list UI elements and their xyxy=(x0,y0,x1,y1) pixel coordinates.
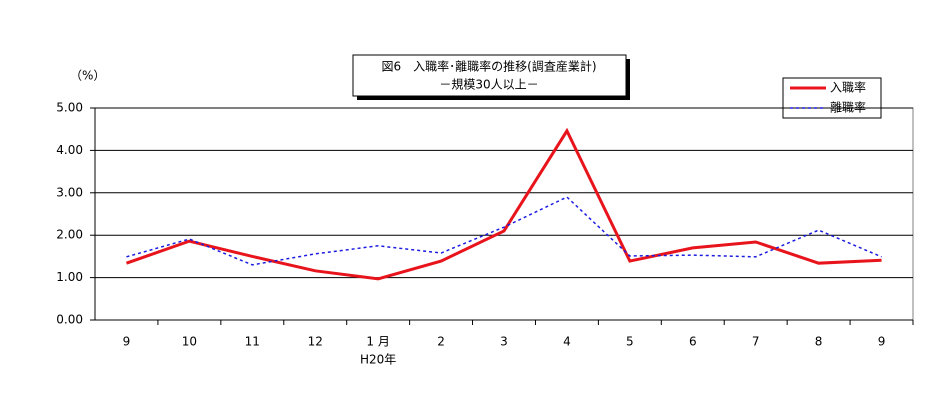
x-tick-label: 9 xyxy=(123,335,131,349)
x-tick-label: 5 xyxy=(626,335,634,349)
chart-subtitle: －規模30人以上－ xyxy=(439,77,538,92)
chart-title: 図6 入職率･離職率の推移(調査産業計) xyxy=(382,59,597,74)
x-tick-label: 6 xyxy=(689,335,697,349)
y-tick-label: 4.00 xyxy=(56,143,83,157)
x-tick-label: 12 xyxy=(308,335,323,349)
x-tick-label: 3 xyxy=(500,335,508,349)
x-tick-label: 7 xyxy=(752,335,760,349)
legend-label: 離職率 xyxy=(830,100,866,115)
x-tick-label: 11 xyxy=(245,335,260,349)
y-tick-label: 0.00 xyxy=(56,313,83,327)
series-line xyxy=(126,196,882,266)
x-tick-label: 9 xyxy=(878,335,886,349)
y-tick-label: 3.00 xyxy=(56,185,83,199)
x-tick-label: 2 xyxy=(437,335,445,349)
x-tick-label: 1 月 xyxy=(366,335,389,349)
x-tick-label: 4 xyxy=(563,335,571,349)
legend-label: 入職率 xyxy=(830,80,866,95)
y-tick-label: 1.00 xyxy=(56,270,83,284)
legend-box xyxy=(782,77,882,119)
y-tick-label: 2.00 xyxy=(56,228,83,242)
series-line xyxy=(125,127,882,281)
plot-area xyxy=(94,107,914,321)
x-tick-label: 10 xyxy=(182,335,197,349)
y-axis-label: （%） xyxy=(70,69,105,83)
y-tick-label: 5.00 xyxy=(56,101,83,115)
x-annotation: H20年 xyxy=(360,353,396,367)
title-box xyxy=(352,54,627,97)
x-tick-label: 8 xyxy=(815,335,823,349)
